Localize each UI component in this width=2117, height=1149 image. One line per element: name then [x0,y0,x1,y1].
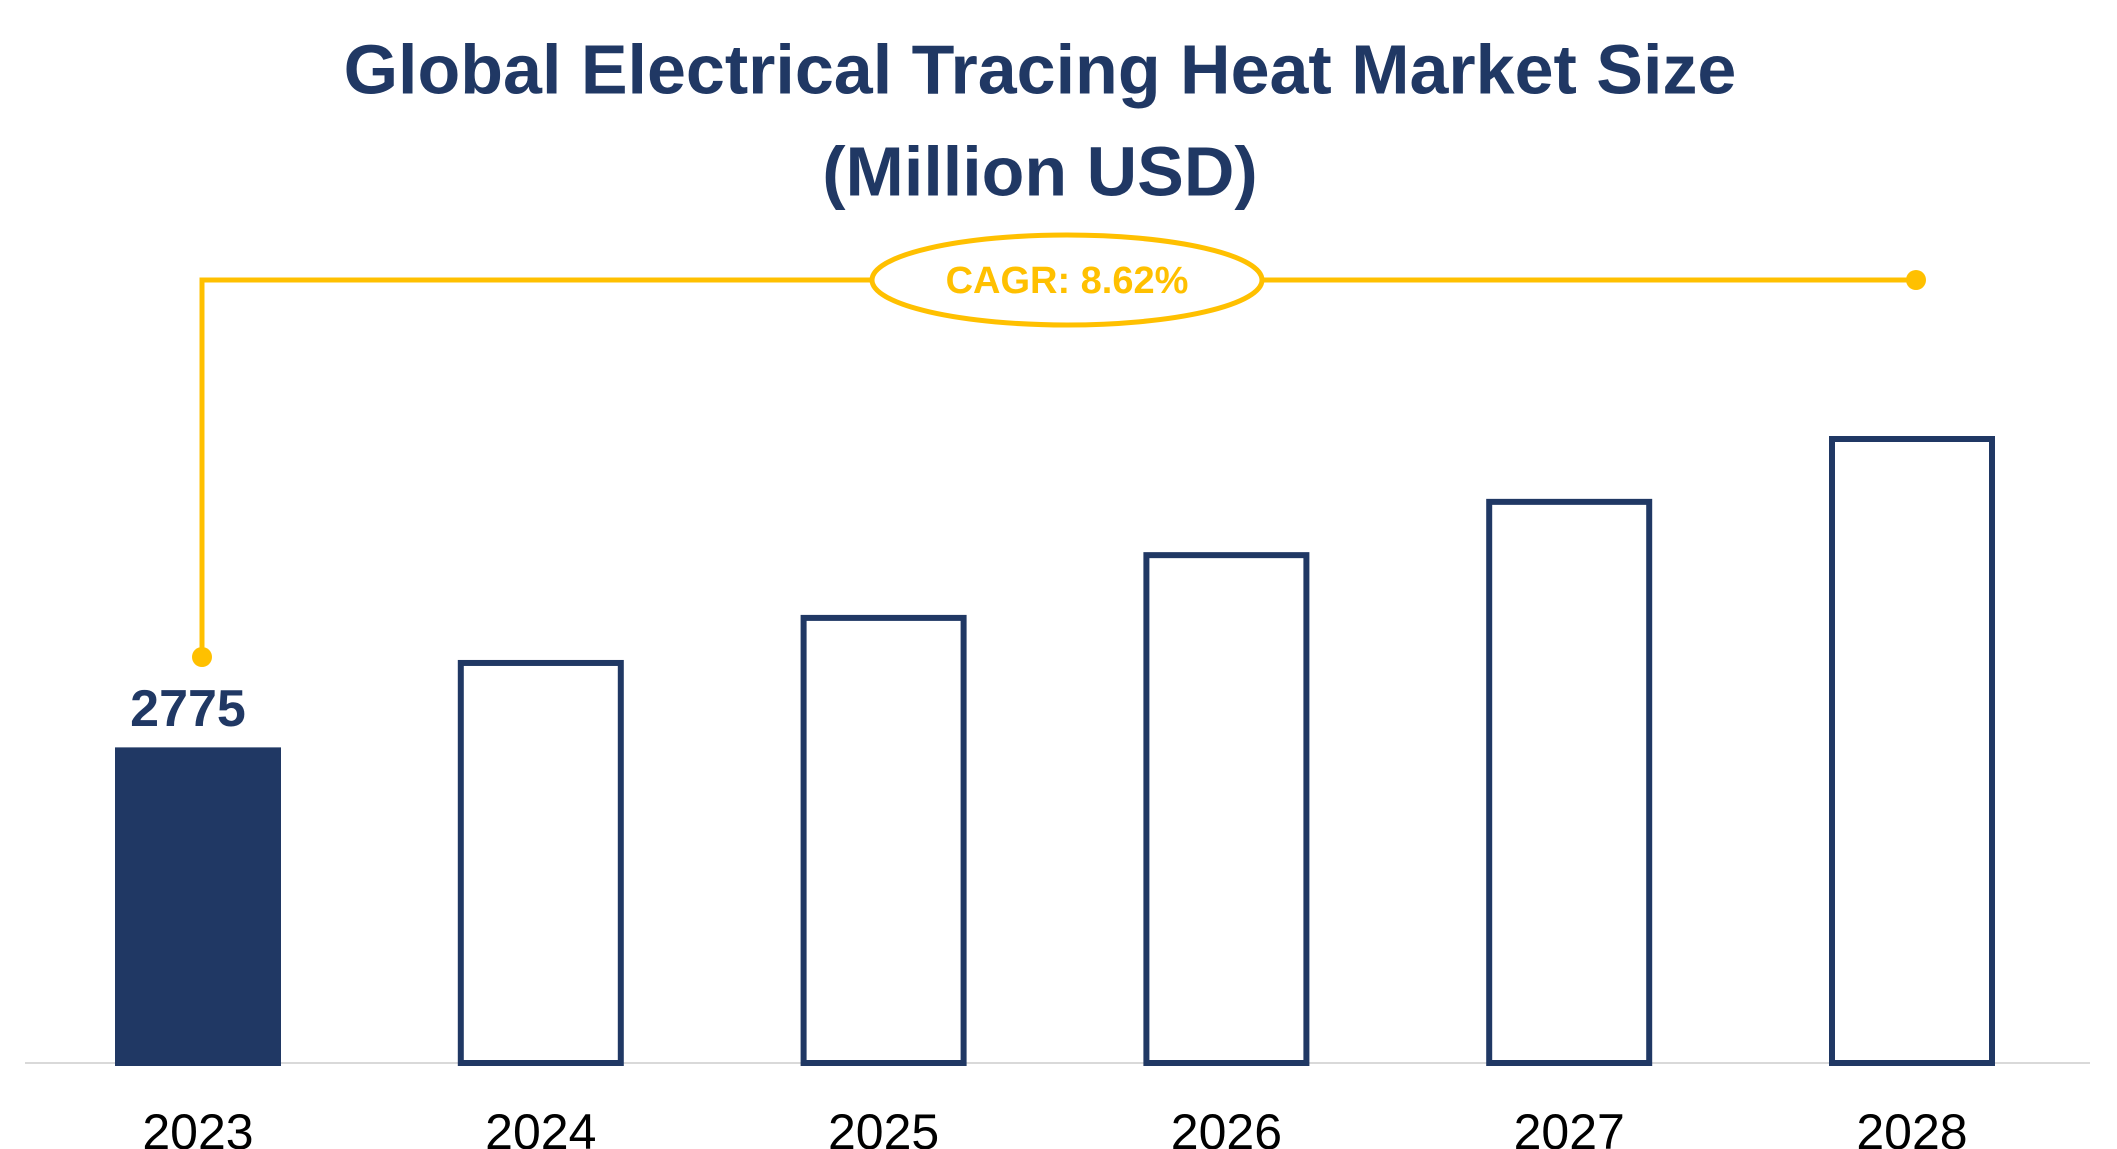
bar [1143,552,1310,1067]
chart-title: Global Electrical Tracing Heat Market Si… [344,30,1737,108]
cagr-label: CAGR: 8.62% [946,260,1189,302]
bar [1829,436,1995,1066]
x-tick-label: 2026 [1171,1104,1282,1149]
bar [800,614,967,1066]
x-tick-label: 2024 [485,1104,596,1149]
cagr-dot [1906,270,1926,290]
chart-title: (Million USD) [822,132,1257,210]
data-label: 2775 [130,680,246,738]
bar [115,747,281,1066]
x-tick-label: 2027 [1514,1104,1625,1149]
bar [457,659,624,1066]
cagr-ellipse [869,232,1265,328]
x-tick-label: 2028 [1856,1104,1967,1149]
cagr-dot [192,647,212,667]
x-tick-label: 2025 [828,1104,939,1149]
bar [1486,498,1653,1066]
cagr-line [199,277,1916,657]
x-tick-label: 2023 [142,1104,253,1149]
